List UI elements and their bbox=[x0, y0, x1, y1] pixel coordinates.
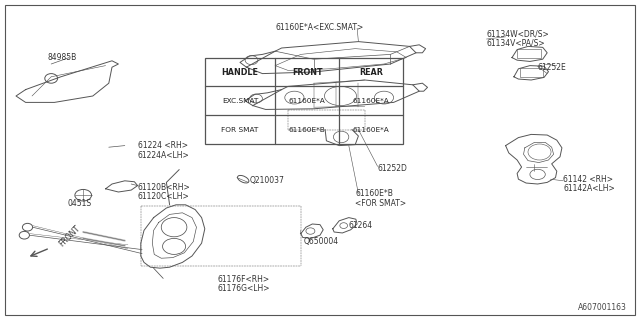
Text: Q650004: Q650004 bbox=[304, 237, 339, 246]
Text: 61120B<RH>: 61120B<RH> bbox=[138, 183, 190, 192]
Text: HANDLE: HANDLE bbox=[221, 68, 259, 76]
Text: 61160E*A<EXC.SMAT>: 61160E*A<EXC.SMAT> bbox=[275, 23, 364, 32]
Text: 61134V<PA/S>: 61134V<PA/S> bbox=[486, 39, 545, 48]
Text: 61224 <RH>: 61224 <RH> bbox=[138, 141, 188, 150]
Text: 61264: 61264 bbox=[349, 221, 373, 230]
Text: 61134W<DR/S>: 61134W<DR/S> bbox=[486, 29, 549, 38]
Text: 0451S: 0451S bbox=[67, 199, 92, 208]
Text: FOR SMAT: FOR SMAT bbox=[221, 127, 259, 132]
Text: 61160E*A: 61160E*A bbox=[289, 98, 326, 104]
Text: A607001163: A607001163 bbox=[579, 303, 627, 312]
Bar bbox=[205, 58, 403, 144]
Text: 61252D: 61252D bbox=[378, 164, 408, 172]
Text: 61120C<LH>: 61120C<LH> bbox=[138, 192, 189, 201]
Text: 61160E*B: 61160E*B bbox=[289, 127, 326, 132]
Text: FRONT: FRONT bbox=[292, 68, 323, 76]
Bar bbox=[520, 68, 543, 77]
Text: 61160E*A: 61160E*A bbox=[353, 98, 390, 104]
Text: EXC.SMAT: EXC.SMAT bbox=[222, 98, 258, 104]
Text: 61160E*B: 61160E*B bbox=[355, 189, 393, 198]
Text: <FOR SMAT>: <FOR SMAT> bbox=[355, 199, 406, 208]
Text: Q210037: Q210037 bbox=[250, 176, 284, 185]
Bar bbox=[517, 49, 541, 58]
Text: 61176F<RH>: 61176F<RH> bbox=[218, 275, 269, 284]
Text: 84985B: 84985B bbox=[48, 53, 77, 62]
Text: 61142 <RH>: 61142 <RH> bbox=[563, 175, 613, 184]
Text: 61252E: 61252E bbox=[538, 63, 566, 72]
Text: REAR: REAR bbox=[359, 68, 383, 76]
Text: 61224A<LH>: 61224A<LH> bbox=[138, 151, 189, 160]
Text: FRONT: FRONT bbox=[58, 223, 83, 248]
Text: 61142A<LH>: 61142A<LH> bbox=[563, 184, 615, 193]
Text: 61160E*A: 61160E*A bbox=[353, 127, 390, 132]
Text: 61176G<LH>: 61176G<LH> bbox=[218, 284, 270, 293]
